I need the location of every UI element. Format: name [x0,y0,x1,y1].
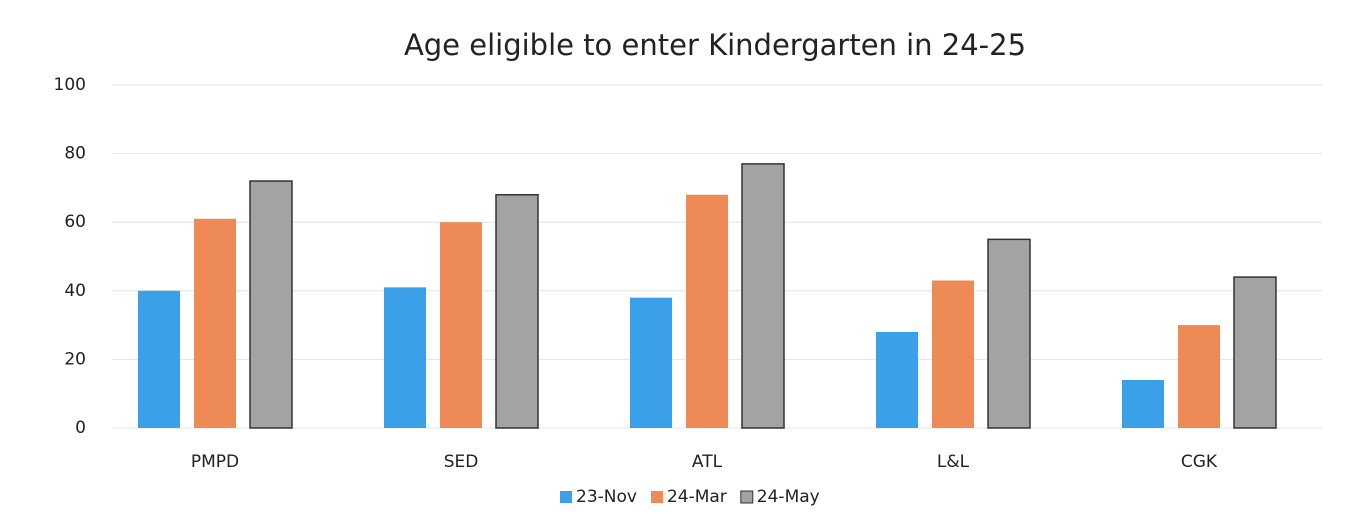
bar [1233,276,1277,429]
bar [495,194,539,429]
legend-label: 24-Mar [667,487,727,507]
bar [1178,325,1220,428]
chart-title: Age eligible to enter Kindergarten in 24… [404,28,1026,62]
legend-swatch [560,491,572,503]
bar [630,297,672,428]
y-tick-label: 60 [64,212,86,232]
bar [1122,379,1164,428]
y-tick-label: 40 [64,281,86,301]
x-tick-label: PMPD [191,452,239,472]
bar [741,163,785,429]
bar [249,180,293,429]
bar [440,222,482,428]
bar [194,218,236,428]
legend-swatch [650,491,663,503]
bar [384,287,426,428]
x-tick-label: ATL [692,452,723,472]
x-tick-label: CGK [1181,452,1218,472]
y-tick-label: 0 [75,418,86,438]
y-tick-label: 80 [64,144,86,164]
legend-label: 24-May [757,487,820,507]
bar [987,238,1031,429]
x-tick-label: SED [444,452,479,472]
x-tick-label: L&L [937,452,970,472]
bar [932,280,974,428]
legend-swatch [740,490,754,504]
legend-label: 23-Nov [576,487,637,507]
bar [138,290,180,428]
y-tick-label: 100 [54,75,86,95]
bar [876,331,918,428]
y-tick-label: 20 [64,349,86,369]
bar [686,194,728,428]
